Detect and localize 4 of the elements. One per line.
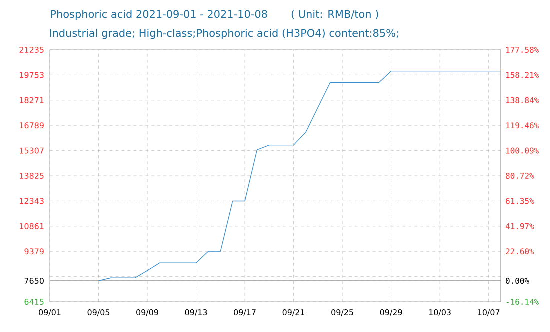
chart-subtitle: Industrial grade; High-class;Phosphoric acid (H3PO4) content:85%; [50, 29, 398, 40]
text: ( Unit: RMB/ton ) [292, 10, 378, 20]
line-series [98, 70, 502, 282]
chart-title: Phosphoric acid 2021-09-01 - 2021-10-08 [51, 10, 268, 20]
